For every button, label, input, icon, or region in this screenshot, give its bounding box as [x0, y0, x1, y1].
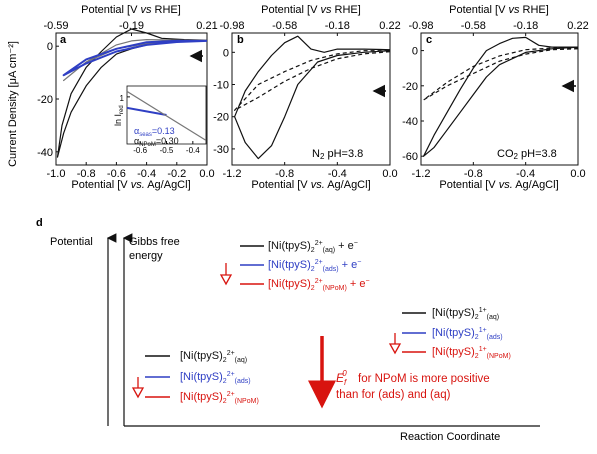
- c-series-1: [423, 47, 579, 101]
- gibbs-label-line2: energy: [129, 250, 163, 262]
- panel-c-top-axis-label: Potential [V vs RHE]: [449, 4, 549, 16]
- c-y-tick-label: -40: [402, 116, 418, 128]
- panel-b-top-axis-label: Potential [V vs RHE]: [261, 4, 361, 16]
- a-x-tick-label: -0.6: [107, 168, 126, 180]
- b-x2-tick-label: -0.18: [325, 20, 350, 32]
- note-line2: than for (ads) and (aq): [336, 389, 451, 401]
- b-x-tick-label: -1.2: [223, 168, 242, 180]
- panel-b-bottom-axis-label: Potential [V vs. Ag/AgCl]: [251, 179, 370, 191]
- a-y-tick-label: 0: [47, 41, 53, 53]
- b-x2-tick-label: -0.58: [272, 20, 297, 32]
- down-arrow-icon-mid: [388, 333, 402, 355]
- panel-b-frame: [231, 32, 391, 166]
- species-top-aq: [Ni(tpyS)22+(aq) + e−: [268, 240, 358, 254]
- b-y-tick-label: 0: [223, 47, 229, 59]
- species-mid-npom: [Ni(tpyS)21+(NPoM): [432, 346, 511, 360]
- panel-b-letter: b: [237, 34, 244, 46]
- ef0-symbol: Ef0: [336, 369, 347, 387]
- species-low-ads: [Ni(tpyS)22+(ads): [180, 371, 251, 385]
- species-top-npom: [Ni(tpyS)22+(NPoM) + e−: [268, 278, 370, 292]
- panel-a-inset-alpha-seas: αseas=0.13: [134, 126, 175, 138]
- note-line1: for NPoM is more positive: [358, 373, 490, 385]
- gibbs-label-line1: Gibbs free: [129, 236, 180, 248]
- panel-c-bottom-axis-label: Potential [V vs. Ag/AgCl]: [439, 179, 558, 191]
- b-x-tick-label: -0.4: [328, 168, 347, 180]
- b-x2-tick-label: 0.22: [379, 20, 400, 32]
- panel-a-inset-ylabel: ln Ired: [113, 105, 125, 126]
- a-x-tick-label: 0.0: [199, 168, 214, 180]
- b-y-tick-label: -10: [213, 80, 229, 92]
- c-x2-tick-label: -0.98: [408, 20, 433, 32]
- a-x2-tick-label: 0.21: [196, 20, 217, 32]
- panel-b: b Potential [V vs RHE] Potential [V vs. …: [231, 4, 391, 191]
- a-x-tick-label: -0.4: [137, 168, 156, 180]
- species-mid-aq: [Ni(tpyS)21+(aq): [432, 307, 499, 321]
- panel-c: c Potential [V vs RHE] Potential [V vs. …: [420, 4, 579, 191]
- species-low-npom: [Ni(tpyS)22+(NPoM): [180, 391, 259, 405]
- b-series-1: [234, 50, 391, 111]
- c-x-tick-label: -0.4: [516, 168, 535, 180]
- panel-a-letter: a: [60, 34, 67, 46]
- a-series-2: [62, 39, 208, 77]
- a-inset-y-tick-label: 1: [120, 94, 125, 103]
- c-x2-tick-label: -0.18: [513, 20, 538, 32]
- panel-a-top-axis-label: Potential [V vs RHE]: [81, 4, 181, 16]
- panel-c-annotation: CO2 pH=3.8: [497, 148, 557, 161]
- a-x-tick-label: -0.2: [167, 168, 186, 180]
- a-x2-tick-label: -0.59: [43, 20, 68, 32]
- down-arrow-icon-low: [131, 377, 145, 399]
- panel-c-frame: [420, 32, 579, 166]
- panel-b-annotation: N2 pH=3.8: [312, 148, 363, 161]
- c-y-tick-label: -60: [402, 151, 418, 163]
- c-x2-tick-label: 0.22: [567, 20, 588, 32]
- species-low-aq: [Ni(tpyS)22+(aq): [180, 350, 247, 364]
- a-inset-series-1: [126, 90, 207, 141]
- c-x2-tick-label: -0.58: [461, 20, 486, 32]
- panel-d: d Potential Gibbs free energy Reaction C…: [36, 217, 540, 443]
- panel-a: a Potential [V vs RHE] Potential [V vs. …: [55, 4, 208, 191]
- species-top-ads: [Ni(tpyS)22+(ads) + e−: [268, 259, 361, 273]
- y-axis-label: Current Density [μA cm⁻²]: [7, 41, 19, 167]
- a-inset-x-tick-label: -0.5: [160, 146, 174, 155]
- c-x-tick-label: -0.8: [464, 168, 483, 180]
- b-x2-tick-label: -0.98: [219, 20, 244, 32]
- a-inset-x-tick-label: -0.6: [133, 146, 147, 155]
- c-x-tick-label: -1.2: [412, 168, 431, 180]
- c-y-tick-label: -20: [402, 81, 418, 93]
- a-series-1: [62, 38, 208, 82]
- panel-d-letter: d: [36, 217, 43, 229]
- potential-label: Potential: [50, 236, 93, 248]
- b-x-tick-label: -0.8: [275, 168, 294, 180]
- a-y-tick-label: -20: [37, 94, 53, 106]
- panel-a-bottom-axis-label: Potential [V vs. Ag/AgCl]: [71, 179, 190, 191]
- c-y-tick-label: 0: [412, 46, 418, 58]
- panel-a-inset-alpha-npom: αNPoM=0.30: [134, 136, 179, 148]
- c-series-0: [423, 36, 579, 157]
- down-arrow-icon-top: [219, 263, 233, 286]
- c-x-tick-label: 0.0: [570, 168, 585, 180]
- b-y-tick-label: -20: [213, 112, 229, 124]
- panel-c-letter: c: [426, 34, 432, 46]
- b-x-tick-label: 0.0: [382, 168, 397, 180]
- b-y-tick-label: -30: [213, 144, 229, 156]
- a-x-tick-label: -0.8: [77, 168, 96, 180]
- a-x-tick-label: -1.0: [47, 168, 66, 180]
- a-inset-x-tick-label: -0.4: [186, 146, 200, 155]
- species-mid-ads: [Ni(tpyS)21+(ads): [432, 327, 503, 341]
- chart-layer: -1.0 -0.8 -0.6 -0.4 -0.2 0.0 -0.59 -0.19 0.21 0 -2…: [37, 20, 589, 180]
- a-y-tick-label: -40: [37, 147, 53, 159]
- a-inset-series-0: [126, 106, 167, 116]
- a-x2-tick-label: -0.19: [119, 20, 144, 32]
- reaction-coordinate-label: Reaction Coordinate: [400, 431, 500, 443]
